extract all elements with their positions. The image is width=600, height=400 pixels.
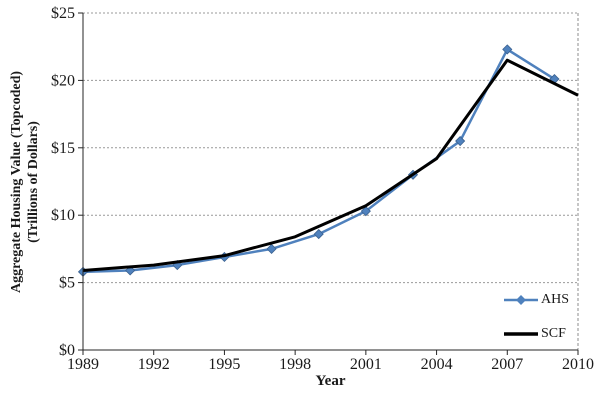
legend-label-ahs: AHS <box>541 292 570 307</box>
y-axis-title-line2: (Trillions of Dollars) <box>26 121 41 243</box>
legend-item-scf: SCF <box>504 323 584 345</box>
x-tick-label: 2007 <box>491 356 523 373</box>
y-axis-title: Aggregate Housing Value (Topcoded) (Tril… <box>8 12 44 352</box>
legend: AHS SCF <box>504 289 584 357</box>
y-tick-label: $10 <box>51 207 75 224</box>
y-tick-label: $25 <box>51 5 75 22</box>
y-tick-label: $15 <box>51 140 75 157</box>
x-tick-label: 1998 <box>279 356 311 373</box>
legend-swatch-ahs <box>504 295 538 305</box>
y-tick-label: $20 <box>51 72 75 89</box>
data-point-ahs <box>266 243 277 254</box>
x-tick-label: 2001 <box>350 356 382 373</box>
legend-swatch-scf <box>504 332 538 336</box>
x-axis-title: Year <box>315 373 346 389</box>
legend-item-ahs: AHS <box>504 289 584 311</box>
x-tick-label: 1992 <box>138 356 170 373</box>
x-tick-label: 1995 <box>208 356 240 373</box>
data-point-ahs <box>313 229 324 240</box>
legend-label-scf: SCF <box>541 326 566 341</box>
series-line-scf <box>82 58 579 272</box>
x-tick-label: 2010 <box>562 356 594 373</box>
x-tick-label: 2004 <box>421 356 453 373</box>
y-tick-label: $5 <box>59 275 75 292</box>
x-tick-label: 1989 <box>67 356 99 373</box>
y-axis-title-line1: Aggregate Housing Value (Topcoded) <box>9 70 24 294</box>
data-point-ahs <box>502 44 513 55</box>
y-tick-label: $0 <box>59 342 75 359</box>
data-point-ahs <box>360 206 371 217</box>
data-point-ahs <box>455 135 466 147</box>
